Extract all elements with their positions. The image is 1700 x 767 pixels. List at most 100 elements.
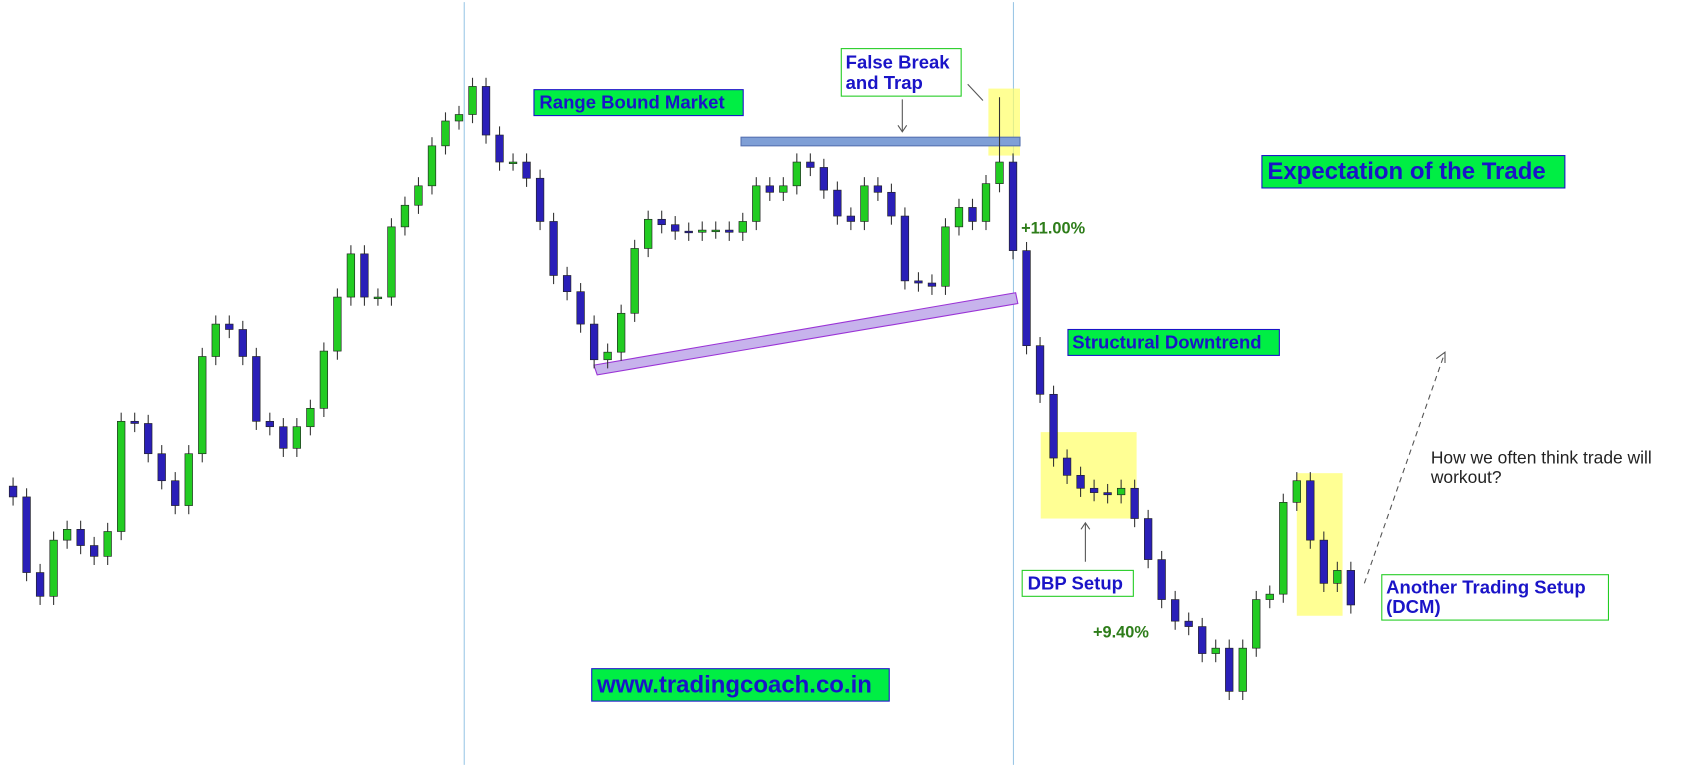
candle-body bbox=[684, 230, 693, 234]
candle-body bbox=[76, 529, 85, 546]
candle-body bbox=[779, 185, 788, 193]
candle-body bbox=[752, 185, 761, 222]
label-box bbox=[1261, 155, 1566, 189]
candle-body bbox=[644, 218, 653, 249]
candle-body bbox=[1184, 620, 1193, 627]
candle-body bbox=[441, 120, 450, 147]
candle-body bbox=[954, 207, 964, 228]
candle-body bbox=[90, 545, 99, 557]
candle-body bbox=[819, 167, 828, 191]
candle-body bbox=[725, 229, 734, 233]
candle-body bbox=[792, 161, 801, 187]
candles bbox=[8, 77, 1355, 701]
candle-body bbox=[495, 134, 504, 163]
candle-body bbox=[252, 356, 261, 422]
candle-body bbox=[454, 114, 464, 122]
candle-body bbox=[900, 215, 910, 282]
candle-body bbox=[373, 296, 383, 300]
candle-body bbox=[400, 204, 410, 228]
annotation: Range Bound Market bbox=[539, 92, 724, 113]
candle-body bbox=[117, 420, 126, 532]
candle-body bbox=[387, 226, 396, 298]
candle-body bbox=[225, 323, 234, 330]
highlight-box bbox=[1296, 473, 1343, 616]
candle-body bbox=[35, 572, 45, 597]
candle-body bbox=[1333, 570, 1342, 584]
arrow bbox=[967, 83, 984, 101]
candle-body bbox=[184, 453, 193, 506]
candle-body bbox=[279, 426, 288, 449]
candle-body bbox=[522, 161, 531, 179]
candle-body bbox=[49, 539, 58, 597]
label-box bbox=[1067, 328, 1280, 356]
candle-body bbox=[1049, 393, 1058, 459]
candle-body bbox=[157, 453, 166, 482]
arrow bbox=[897, 125, 908, 133]
candle-body bbox=[306, 408, 315, 428]
candle-body bbox=[1062, 457, 1072, 476]
candle-body bbox=[333, 296, 342, 352]
candle-body bbox=[1225, 647, 1234, 692]
candle-body bbox=[833, 189, 842, 217]
candle-body bbox=[1252, 599, 1261, 649]
candle-body bbox=[806, 161, 815, 168]
annotation: Another Trading Setup bbox=[1386, 577, 1586, 598]
candle-body bbox=[1198, 626, 1207, 654]
candle-body bbox=[265, 420, 274, 428]
annotation: +11.00% bbox=[1021, 219, 1086, 237]
label-box bbox=[591, 668, 890, 702]
candle-body bbox=[1144, 518, 1153, 560]
candle-body bbox=[360, 253, 369, 298]
candle-body bbox=[927, 282, 937, 287]
candle-body bbox=[1306, 480, 1315, 541]
candle-body bbox=[468, 86, 477, 115]
candle-body bbox=[319, 350, 329, 409]
candle-body bbox=[1346, 570, 1355, 606]
arrow bbox=[1435, 351, 1446, 363]
candle-body bbox=[1116, 487, 1126, 496]
annotation: (DCM) bbox=[1386, 596, 1441, 617]
candle-body bbox=[238, 329, 247, 357]
annotation: DBP Setup bbox=[1028, 572, 1123, 593]
label-box bbox=[1021, 569, 1134, 597]
candle-body bbox=[765, 185, 774, 193]
candle-body bbox=[887, 191, 896, 217]
candle-body bbox=[981, 183, 991, 222]
annotation: Structural Downtrend bbox=[1072, 331, 1261, 352]
candle-body bbox=[1265, 593, 1274, 600]
annotation: workout? bbox=[1430, 467, 1502, 487]
candle-body bbox=[630, 248, 639, 314]
candle-body bbox=[1089, 487, 1099, 493]
label-box bbox=[840, 48, 962, 97]
candle-body bbox=[211, 323, 220, 357]
candle-body bbox=[1238, 647, 1247, 692]
candle-body bbox=[508, 161, 518, 164]
annotation: False Break bbox=[846, 52, 951, 73]
candle-body bbox=[698, 229, 707, 233]
candle-body bbox=[995, 161, 1004, 184]
candle-body bbox=[292, 426, 301, 449]
layout bbox=[463, 2, 1343, 765]
candle-body bbox=[1022, 250, 1031, 347]
candle-body bbox=[1319, 539, 1328, 584]
candle-body bbox=[1035, 345, 1045, 395]
candle-body bbox=[562, 275, 572, 293]
candle-body bbox=[535, 177, 545, 222]
candle-body bbox=[711, 229, 720, 233]
candle-body bbox=[671, 224, 680, 232]
candle-body bbox=[914, 280, 923, 284]
candle-body bbox=[1279, 502, 1288, 595]
candle-body bbox=[1292, 480, 1301, 503]
candle-body bbox=[1157, 559, 1166, 600]
candle-body bbox=[603, 351, 612, 361]
candle-body bbox=[62, 529, 72, 541]
candle-body bbox=[941, 226, 950, 287]
candle-body bbox=[860, 185, 869, 222]
candle-body bbox=[1008, 161, 1018, 251]
label-box bbox=[533, 89, 744, 117]
candle-body bbox=[144, 423, 153, 455]
candle-body bbox=[8, 485, 18, 498]
support-trendline bbox=[593, 292, 1019, 376]
